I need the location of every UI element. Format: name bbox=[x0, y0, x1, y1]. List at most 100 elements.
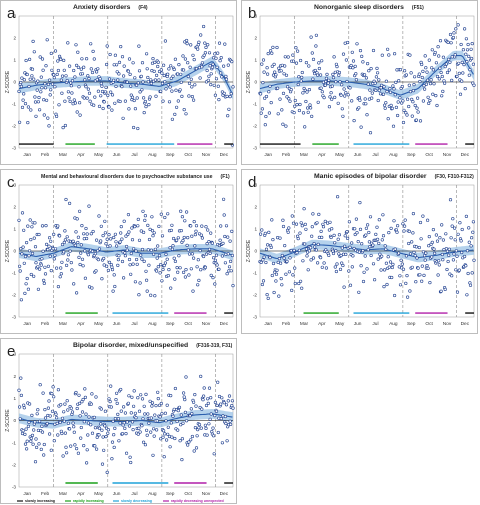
data-point bbox=[109, 237, 113, 241]
data-point bbox=[56, 433, 60, 437]
data-point bbox=[110, 265, 114, 269]
data-point bbox=[100, 277, 104, 281]
data-point bbox=[401, 120, 406, 125]
data-point bbox=[143, 218, 147, 223]
data-point bbox=[408, 89, 413, 94]
data-point bbox=[398, 283, 403, 287]
data-point bbox=[367, 230, 371, 235]
data-point bbox=[153, 247, 157, 251]
data-point bbox=[440, 94, 444, 98]
data-point bbox=[435, 103, 439, 108]
data-point bbox=[432, 82, 436, 86]
data-point bbox=[383, 268, 387, 272]
data-point bbox=[40, 86, 44, 90]
data-point bbox=[145, 433, 149, 437]
data-point bbox=[53, 85, 57, 89]
data-point bbox=[466, 42, 470, 47]
data-point bbox=[413, 75, 417, 79]
data-point bbox=[19, 298, 24, 302]
data-point bbox=[132, 98, 136, 103]
data-point bbox=[365, 113, 369, 117]
data-point bbox=[133, 411, 137, 415]
data-point bbox=[453, 226, 457, 230]
data-point bbox=[214, 253, 219, 257]
data-point bbox=[447, 57, 451, 62]
x-tick-label: Oct bbox=[184, 491, 192, 497]
x-tick-label: May bbox=[335, 152, 345, 158]
data-point bbox=[347, 269, 351, 273]
data-point bbox=[130, 238, 135, 242]
data-point bbox=[149, 81, 153, 86]
data-point bbox=[120, 432, 125, 436]
data-point bbox=[224, 403, 229, 407]
data-point bbox=[109, 384, 113, 388]
data-point bbox=[337, 252, 341, 256]
data-point bbox=[46, 264, 51, 268]
data-point bbox=[120, 84, 124, 89]
panel-title-code: (F4) bbox=[138, 5, 148, 11]
data-point bbox=[204, 426, 208, 430]
data-point bbox=[259, 260, 263, 264]
data-point bbox=[444, 232, 448, 236]
data-point bbox=[161, 99, 165, 103]
data-point bbox=[37, 442, 41, 446]
data-point bbox=[363, 97, 367, 101]
data-point bbox=[29, 237, 33, 242]
data-point bbox=[99, 407, 103, 411]
data-point bbox=[166, 212, 170, 216]
data-point bbox=[189, 224, 193, 228]
data-point bbox=[63, 123, 68, 128]
data-point bbox=[75, 217, 79, 221]
data-point bbox=[113, 284, 117, 289]
data-point bbox=[450, 224, 454, 228]
data-point bbox=[180, 457, 184, 462]
data-point bbox=[287, 97, 291, 101]
data-point bbox=[384, 247, 388, 251]
data-point bbox=[200, 65, 204, 69]
data-point bbox=[193, 392, 197, 397]
data-point bbox=[294, 61, 299, 65]
data-point bbox=[467, 240, 471, 244]
data-point bbox=[291, 59, 296, 63]
data-point bbox=[283, 243, 287, 248]
data-point bbox=[426, 218, 430, 222]
data-point bbox=[159, 262, 163, 267]
data-point bbox=[60, 431, 64, 436]
data-point bbox=[268, 255, 272, 260]
panel-title: Mental and behavioural disorders due to … bbox=[41, 174, 230, 180]
data-point bbox=[435, 74, 440, 79]
data-point bbox=[396, 113, 400, 118]
data-point bbox=[26, 120, 30, 125]
data-point bbox=[160, 234, 165, 238]
data-point bbox=[391, 124, 396, 128]
data-point bbox=[283, 55, 287, 59]
data-point bbox=[43, 86, 48, 90]
data-point bbox=[171, 244, 175, 248]
data-point bbox=[64, 74, 68, 78]
data-point bbox=[128, 263, 132, 267]
data-point bbox=[113, 232, 117, 236]
data-point bbox=[119, 409, 123, 413]
data-point bbox=[110, 108, 114, 112]
panel-letter: a bbox=[7, 5, 16, 22]
data-point bbox=[151, 56, 155, 61]
data-point bbox=[55, 72, 59, 76]
data-point bbox=[111, 419, 115, 423]
data-point bbox=[122, 219, 126, 223]
data-point bbox=[410, 114, 414, 118]
data-point bbox=[126, 212, 130, 217]
data-point bbox=[36, 408, 40, 412]
data-point bbox=[230, 403, 234, 408]
data-point bbox=[104, 242, 108, 246]
data-point bbox=[310, 114, 314, 118]
data-point bbox=[50, 409, 55, 413]
data-point bbox=[155, 256, 159, 260]
data-point bbox=[141, 80, 145, 84]
data-point bbox=[137, 426, 141, 430]
data-point bbox=[90, 431, 95, 435]
data-point bbox=[404, 281, 408, 285]
data-point bbox=[84, 412, 88, 416]
data-point bbox=[267, 90, 271, 94]
chart-svg-b: b Nonorganic sleep disorders (F51)Z-SCORE3… bbox=[246, 4, 476, 158]
data-point bbox=[411, 100, 415, 104]
